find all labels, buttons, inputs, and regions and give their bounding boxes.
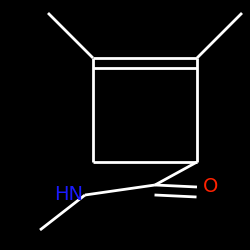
Text: O: O bbox=[203, 178, 218, 197]
Text: HN: HN bbox=[54, 186, 83, 204]
